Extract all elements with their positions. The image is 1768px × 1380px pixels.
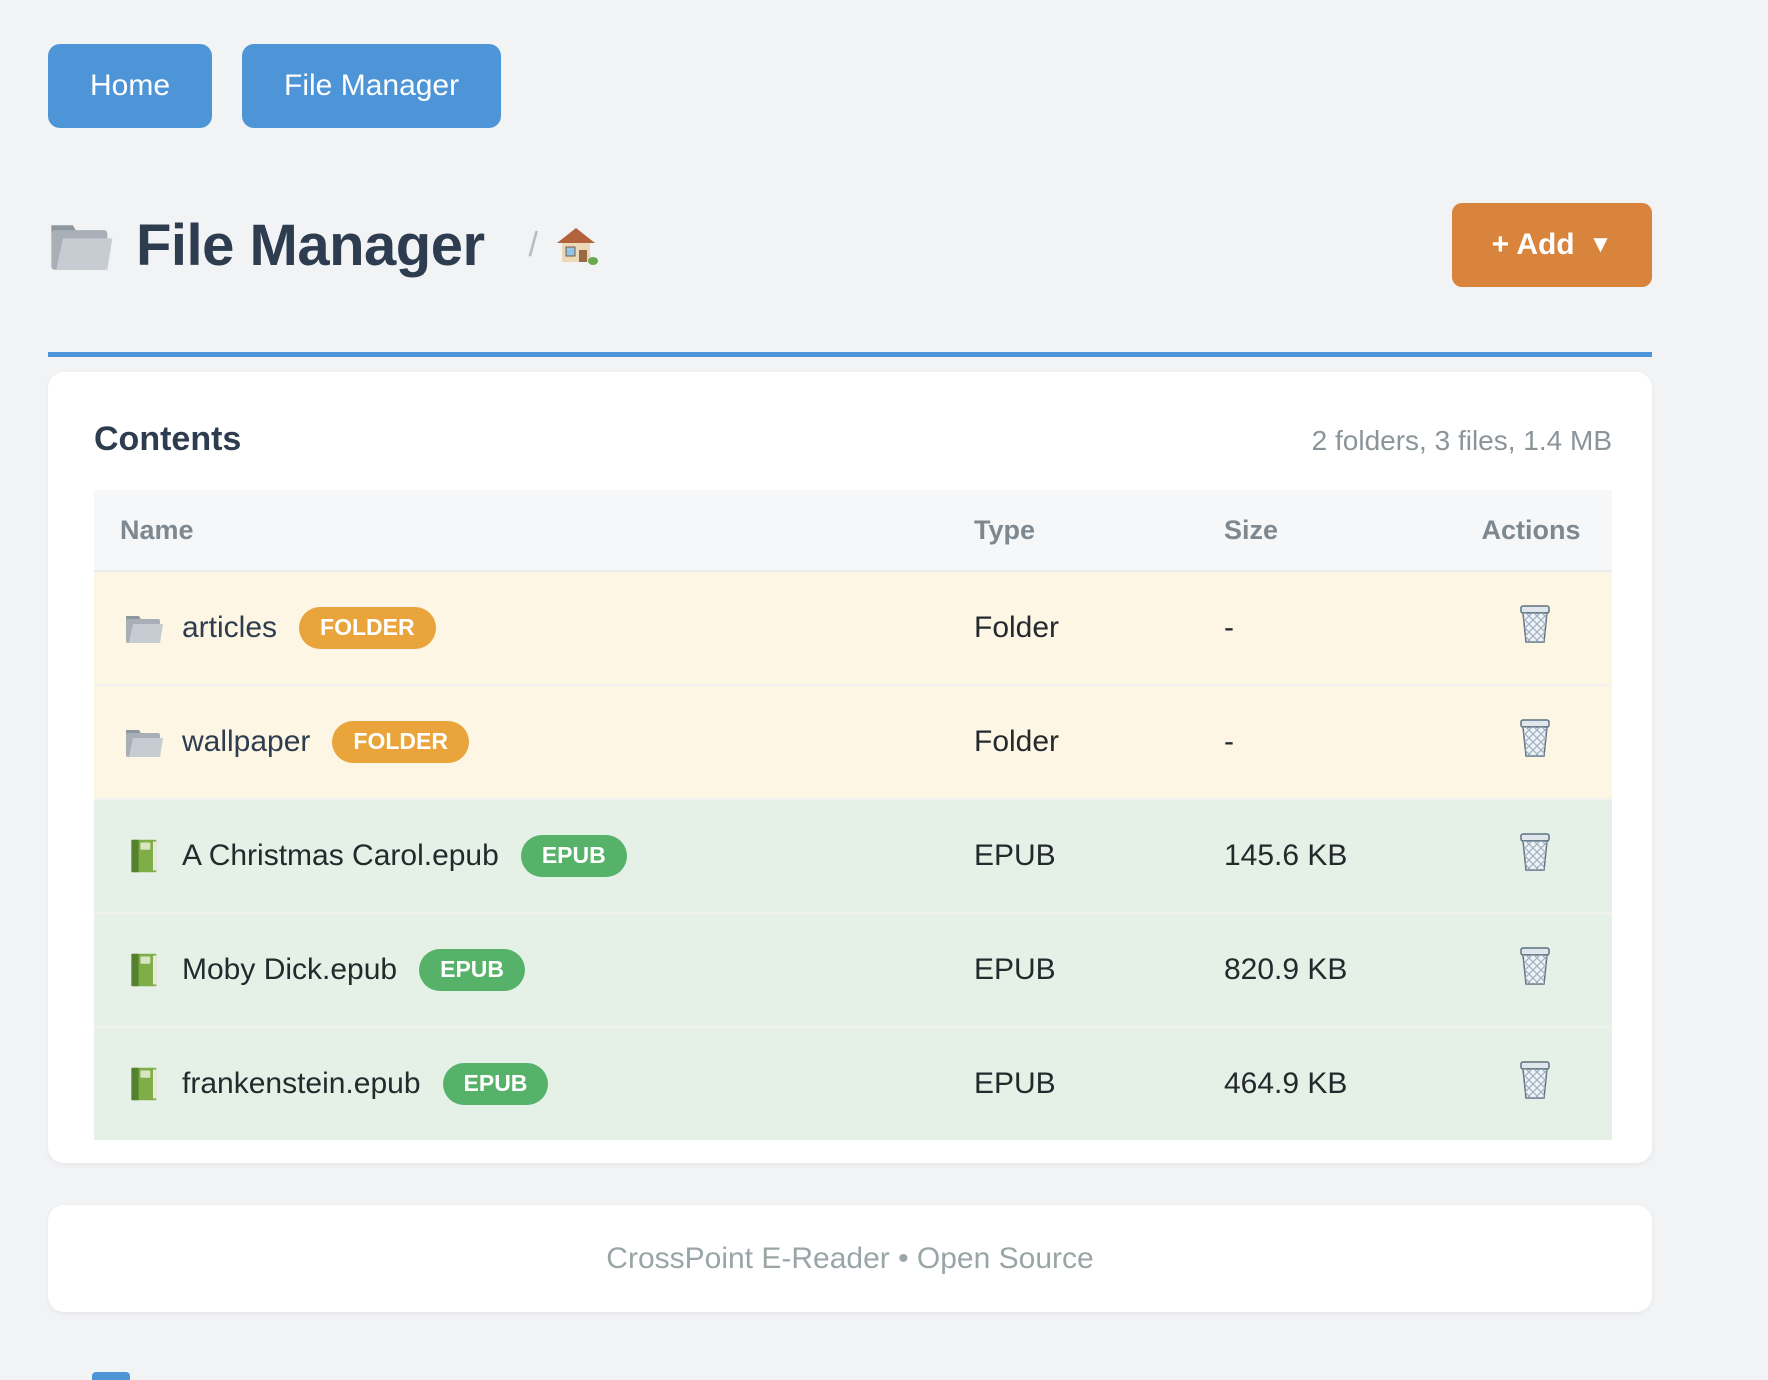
size-cell: - xyxy=(1224,611,1234,644)
nav-home-button[interactable]: Home xyxy=(48,44,213,128)
add-button[interactable]: + Add ▼ xyxy=(1452,203,1652,287)
contents-summary: 2 folders, 3 files, 1.4 MB xyxy=(1311,425,1612,456)
file-table: Name Type Size Actions articles FOLDER F… xyxy=(94,490,1612,1140)
type-badge: FOLDER xyxy=(332,721,469,763)
type-badge: EPUB xyxy=(419,949,526,991)
table-row[interactable]: frankenstein.epub EPUB EPUB 464.9 KB xyxy=(94,1027,1612,1140)
breadcrumb-separator: / xyxy=(528,225,538,264)
green-book-icon xyxy=(124,838,164,874)
folder-icon xyxy=(124,724,164,760)
house-icon[interactable] xyxy=(554,225,598,265)
green-book-icon xyxy=(124,1066,164,1102)
folder-icon xyxy=(124,610,164,646)
type-badge: EPUB xyxy=(520,835,627,877)
trash-icon[interactable] xyxy=(1517,832,1553,872)
contents-card: Contents 2 folders, 3 files, 1.4 MB Name… xyxy=(48,372,1652,1163)
footer-text: CrossPoint E-Reader • Open Source xyxy=(606,1241,1094,1275)
type-cell: Folder xyxy=(974,611,1060,644)
type-badge: FOLDER xyxy=(299,607,436,649)
table-row[interactable]: wallpaper FOLDER Folder - xyxy=(94,685,1612,799)
size-cell: 820.9 KB xyxy=(1224,953,1348,986)
folder-icon xyxy=(48,217,114,273)
trash-icon[interactable] xyxy=(1517,718,1553,758)
size-cell: 145.6 KB xyxy=(1224,839,1348,872)
file-name-cell[interactable]: articles FOLDER xyxy=(102,607,966,649)
table-row[interactable]: A Christmas Carol.epub EPUB EPUB 145.6 K… xyxy=(94,799,1612,913)
type-cell: EPUB xyxy=(974,953,1056,986)
partial-button-bottom[interactable] xyxy=(92,1372,130,1380)
green-book-icon xyxy=(124,952,164,988)
type-cell: EPUB xyxy=(974,839,1056,872)
page-title: File Manager xyxy=(136,212,485,278)
footer: CrossPoint E-Reader • Open Source xyxy=(48,1205,1652,1312)
column-header-actions: Actions xyxy=(1450,490,1612,572)
contents-heading: Contents xyxy=(94,420,242,458)
page-title-group: File Manager / xyxy=(48,212,598,279)
type-cell: Folder xyxy=(974,725,1060,758)
top-nav: Home File Manager xyxy=(48,44,502,128)
type-badge: EPUB xyxy=(442,1063,549,1105)
column-header-name: Name xyxy=(94,490,966,572)
table-header-row: Name Type Size Actions xyxy=(94,490,1612,572)
add-button-label: + Add xyxy=(1491,228,1575,261)
table-row[interactable]: articles FOLDER Folder - xyxy=(94,571,1612,685)
header-divider xyxy=(48,352,1652,357)
trash-icon[interactable] xyxy=(1517,604,1553,644)
file-name-cell[interactable]: Moby Dick.epub EPUB xyxy=(102,949,966,991)
page-header: File Manager / + Add ▼ xyxy=(48,200,1652,290)
table-row[interactable]: Moby Dick.epub EPUB EPUB 820.9 KB xyxy=(94,913,1612,1027)
file-name-cell[interactable]: wallpaper FOLDER xyxy=(102,721,966,763)
size-cell: 464.9 KB xyxy=(1224,1067,1348,1100)
file-name-cell[interactable]: A Christmas Carol.epub EPUB xyxy=(102,835,966,877)
column-header-type: Type xyxy=(966,490,1216,572)
size-cell: - xyxy=(1224,725,1234,758)
caret-down-icon: ▼ xyxy=(1588,231,1613,258)
nav-file-manager-button[interactable]: File Manager xyxy=(242,44,502,128)
contents-card-header: Contents 2 folders, 3 files, 1.4 MB xyxy=(94,420,1612,459)
file-name-cell[interactable]: frankenstein.epub EPUB xyxy=(102,1063,966,1105)
column-header-size: Size xyxy=(1216,490,1450,572)
trash-icon[interactable] xyxy=(1517,946,1553,986)
trash-icon[interactable] xyxy=(1517,1060,1553,1100)
type-cell: EPUB xyxy=(974,1067,1056,1100)
